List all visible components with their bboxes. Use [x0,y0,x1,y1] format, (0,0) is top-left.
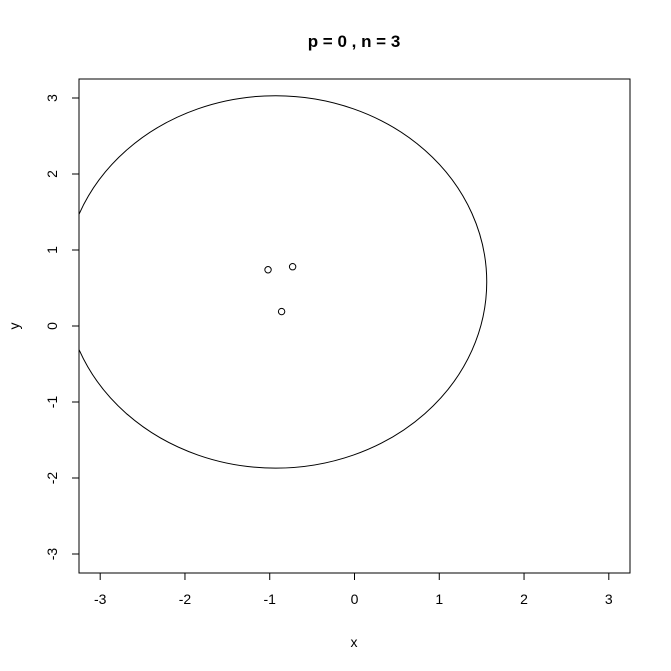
y-axis-label: y [6,323,22,330]
y-tick-label: 0 [44,322,60,330]
plot-frame [78,78,631,574]
y-tick-label: 2 [44,170,60,178]
x-axis-label: x [351,634,358,650]
x-tick-label: -1 [264,591,277,607]
x-tick-label: 1 [435,591,443,607]
x-tick-label: 3 [605,591,613,607]
y-tick-label: 1 [44,246,60,254]
data-point [264,266,272,274]
y-tick-label: -2 [44,472,60,485]
y-tick-label: 3 [44,94,60,102]
confidence-ellipse [79,95,488,469]
x-axis: -3 -2 -1 0 1 2 3 [94,573,613,607]
x-tick-label: -3 [94,591,107,607]
x-tick-label: 2 [520,591,528,607]
data-point [277,307,286,316]
y-tick-label: -3 [44,548,60,561]
x-tick-label: 0 [351,591,359,607]
y-axis: -3 -2 -1 0 1 2 3 [44,94,79,560]
data-point [288,263,297,271]
data-points [264,263,297,316]
chart-title: p = 0 , n = 3 [308,32,401,51]
y-tick-label: -1 [44,396,60,409]
x-tick-label: -2 [179,591,192,607]
